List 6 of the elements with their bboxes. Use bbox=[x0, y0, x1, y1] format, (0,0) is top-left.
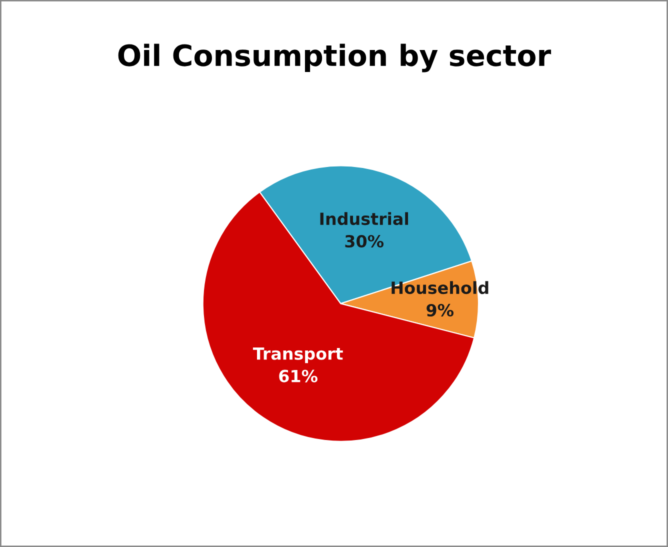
data-label: 61% bbox=[279, 370, 318, 382]
slice-label: Transport bbox=[252, 348, 343, 364]
data-label: 30% bbox=[345, 234, 384, 248]
chart-title: Oil Consumption by sector bbox=[118, 44, 552, 72]
data-label: 9% bbox=[426, 304, 454, 317]
slice-label: Industrial bbox=[320, 212, 408, 226]
